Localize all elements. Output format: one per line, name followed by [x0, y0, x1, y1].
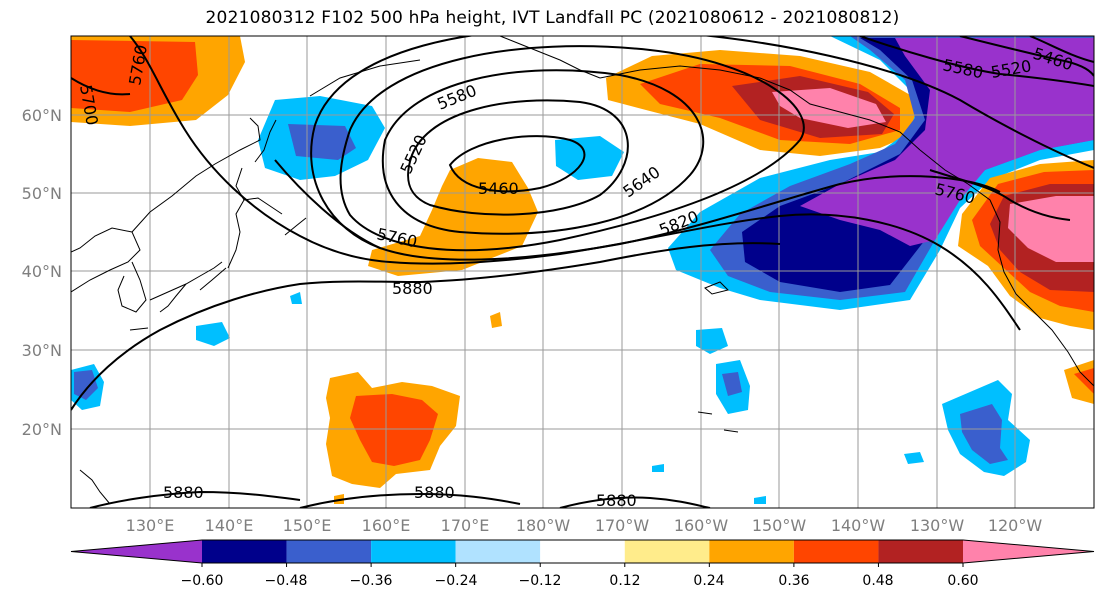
lon-label: 130°W: [910, 516, 965, 535]
lon-label: 130°E: [126, 516, 175, 535]
contour-label: 5880: [163, 483, 204, 502]
colorbar-segment: [71, 540, 202, 563]
lon-label: 120°W: [988, 516, 1043, 535]
colorbar-segment: [624, 540, 710, 563]
map-frame: [70, 35, 1095, 509]
map-panel: 5760 5700 5580 5520 5460 5640 5820 5760 …: [71, 36, 1094, 510]
lon-label: 150°W: [752, 516, 807, 535]
colorbar-tick-label: 0.36: [778, 573, 809, 589]
contour-label: 5460: [478, 179, 519, 198]
lon-label: 160°W: [674, 516, 729, 535]
colorbar-tick-label: −0.36: [350, 573, 393, 589]
colorbar-tick-label: 0.60: [947, 573, 978, 589]
colorbar-tick-label: 0.24: [693, 573, 724, 589]
lat-label: 30°N: [22, 341, 62, 360]
colorbar-tick-label: −0.48: [265, 573, 308, 589]
colorbar-tick-label: 0.48: [862, 573, 893, 589]
lon-label: 150°E: [283, 516, 332, 535]
colorbar-segment: [202, 540, 287, 563]
colorbar-segment: [793, 540, 879, 563]
map-title: 2021080312 F102 500 hPa height, IVT Land…: [205, 8, 900, 28]
contour-label: 5880: [414, 483, 455, 502]
lon-label: 170°W: [595, 516, 650, 535]
lat-label: 40°N: [22, 262, 62, 281]
colorbar: [70, 539, 1095, 567]
contour-label: 5880: [596, 491, 637, 510]
colorbar-tick-label: −0.12: [519, 573, 562, 589]
lon-label: 140°E: [205, 516, 254, 535]
colorbar-labels: −0.60 −0.48 −0.36 −0.24 −0.12 0.12 0.24 …: [181, 573, 979, 589]
colorbar-segment: [455, 540, 541, 563]
contour-label: 5880: [392, 279, 433, 298]
colorbar-tick-label: 0.12: [609, 573, 640, 589]
longitude-labels: 130°E 140°E 150°E 160°E 170°E 180°W 170°…: [126, 516, 1043, 535]
lat-label: 60°N: [22, 106, 62, 125]
colorbar-segment: [286, 540, 372, 563]
colorbar-tick-label: −0.60: [181, 573, 224, 589]
latitude-labels: 60°N 50°N 40°N 30°N 20°N: [22, 106, 62, 439]
lat-label: 50°N: [22, 184, 62, 203]
lon-label: 170°E: [441, 516, 490, 535]
lon-label: 180°W: [516, 516, 571, 535]
colorbar-segment: [709, 540, 794, 563]
colorbar-segment: [540, 540, 625, 563]
lon-label: 160°E: [362, 516, 411, 535]
lat-label: 20°N: [22, 420, 62, 439]
colorbar-segment: [963, 540, 1094, 563]
height-contours: [71, 36, 1094, 508]
colorbar-segment: [878, 540, 963, 563]
graticule: [71, 36, 1094, 508]
colorbar-segment: [371, 540, 456, 563]
ivt-shading: [71, 36, 1094, 504]
lon-label: 140°W: [831, 516, 886, 535]
colorbar-tick-label: −0.24: [435, 573, 478, 589]
